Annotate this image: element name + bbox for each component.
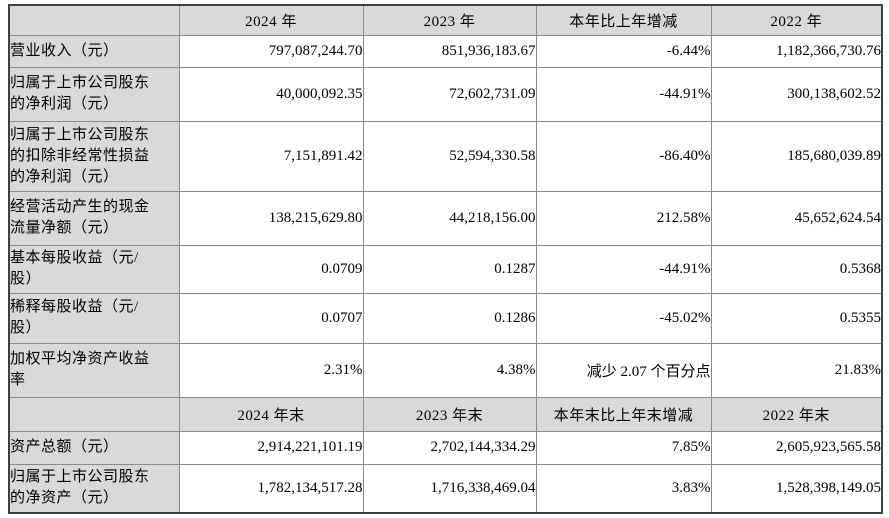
value-2024-end: 1,782,134,517.28 [178, 463, 364, 514]
row-label: 经营活动产生的现金 流量净额（元） [8, 190, 180, 246]
header-corner-cell [8, 396, 180, 432]
header-col-2023-end: 2023 年末 [362, 396, 537, 432]
header-col-yoy-change: 本年比上年增减 [535, 4, 712, 36]
table-row-operating-revenue: 营业收入（元） 797,087,244.70 851,936,183.67 -6… [8, 34, 883, 68]
value-2023: 0.1286 [362, 292, 537, 344]
year-end-header-row: 2024 年末 2023 年末 本年末比上年末增减 2022 年末 [8, 396, 883, 432]
value-2022: 0.5355 [710, 292, 883, 344]
financial-summary-table: 2024 年 2023 年 本年比上年增减 2022 年 营业收入（元） 797… [8, 4, 883, 514]
value-2022: 1,182,366,730.76 [710, 34, 883, 68]
row-label: 加权平均净资产收益 率 [8, 342, 180, 398]
value-2024: 0.0709 [178, 244, 364, 294]
value-2022: 185,680,039.89 [710, 120, 883, 192]
value-2024: 2.31% [178, 342, 364, 398]
value-change: 减少 2.07 个百分点 [535, 342, 712, 398]
value-2024: 40,000,092.35 [178, 66, 364, 122]
row-label: 资产总额（元） [8, 430, 180, 465]
value-change: -6.44% [535, 34, 712, 68]
header-col-2022: 2022 年 [710, 4, 883, 36]
value-2022-end: 2,605,923,565.58 [710, 430, 883, 465]
value-change: 7.85% [535, 430, 712, 465]
table-row-total-assets: 资产总额（元） 2,914,221,101.19 2,702,144,334.2… [8, 430, 883, 465]
row-label: 归属于上市公司股东 的扣除非经常性损益 的净利润（元） [8, 120, 180, 192]
value-2022-end: 1,528,398,149.05 [710, 463, 883, 514]
value-2023: 72,602,731.09 [362, 66, 537, 122]
value-2022: 21.83% [710, 342, 883, 398]
value-2024: 0.0707 [178, 292, 364, 344]
value-change: 3.83% [535, 463, 712, 514]
value-change: -44.91% [535, 244, 712, 294]
row-label: 稀释每股收益（元/ 股） [8, 292, 180, 344]
header-col-2023: 2023 年 [362, 4, 537, 36]
table-row-net-assets: 归属于上市公司股东 的净资产（元） 1,782,134,517.28 1,716… [8, 463, 883, 514]
value-2023: 52,594,330.58 [362, 120, 537, 192]
table-row-operating-cash-flow: 经营活动产生的现金 流量净额（元） 138,215,629.80 44,218,… [8, 190, 883, 246]
value-2022: 0.5368 [710, 244, 883, 294]
value-2023: 851,936,183.67 [362, 34, 537, 68]
row-label: 归属于上市公司股东 的净利润（元） [8, 66, 180, 122]
value-2024-end: 2,914,221,101.19 [178, 430, 364, 465]
row-label: 基本每股收益（元/ 股） [8, 244, 180, 294]
value-change: -45.02% [535, 292, 712, 344]
header-col-2024-end: 2024 年末 [178, 396, 364, 432]
header-col-2022-end: 2022 年末 [710, 396, 883, 432]
value-2023: 44,218,156.00 [362, 190, 537, 246]
value-2022: 45,652,624.54 [710, 190, 883, 246]
value-2024: 7,151,891.42 [178, 120, 364, 192]
header-corner-cell [8, 4, 180, 36]
table-row-diluted-eps: 稀释每股收益（元/ 股） 0.0707 0.1286 -45.02% 0.535… [8, 292, 883, 344]
row-label: 营业收入（元） [8, 34, 180, 68]
table-row-net-profit-excl-nonrecurring: 归属于上市公司股东 的扣除非经常性损益 的净利润（元） 7,151,891.42… [8, 120, 883, 192]
table-row-basic-eps: 基本每股收益（元/ 股） 0.0709 0.1287 -44.91% 0.536… [8, 244, 883, 294]
table-row-weighted-avg-roe: 加权平均净资产收益 率 2.31% 4.38% 减少 2.07 个百分点 21.… [8, 342, 883, 398]
value-2023: 4.38% [362, 342, 537, 398]
annual-header-row: 2024 年 2023 年 本年比上年增减 2022 年 [8, 4, 883, 36]
value-2023: 0.1287 [362, 244, 537, 294]
value-change: -86.40% [535, 120, 712, 192]
value-2023-end: 1,716,338,469.04 [362, 463, 537, 514]
header-col-yoy-end-change: 本年末比上年末增减 [535, 396, 712, 432]
header-col-2024: 2024 年 [178, 4, 364, 36]
value-change: 212.58% [535, 190, 712, 246]
value-change: -44.91% [535, 66, 712, 122]
value-2023-end: 2,702,144,334.29 [362, 430, 537, 465]
value-2024: 138,215,629.80 [178, 190, 364, 246]
value-2024: 797,087,244.70 [178, 34, 364, 68]
value-2022: 300,138,602.52 [710, 66, 883, 122]
table-row-net-profit: 归属于上市公司股东 的净利润（元） 40,000,092.35 72,602,7… [8, 66, 883, 122]
row-label: 归属于上市公司股东 的净资产（元） [8, 463, 180, 514]
